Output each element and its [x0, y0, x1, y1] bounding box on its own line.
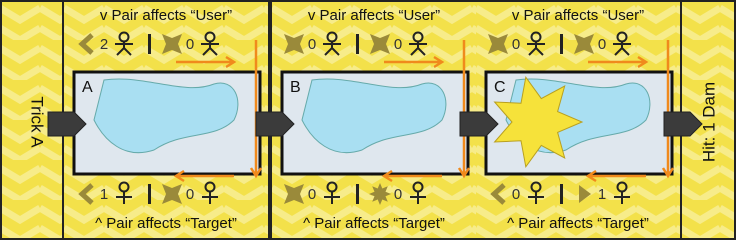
divider — [356, 34, 359, 54]
panel-label: A — [82, 79, 93, 96]
panel-label: B — [290, 79, 301, 96]
bottom-caption: ^ Pair affects “Target” — [507, 215, 649, 232]
divider — [356, 184, 359, 204]
count: 0 — [308, 186, 316, 203]
divider — [148, 34, 151, 54]
trick-label: Trick A — [28, 96, 47, 148]
count: 0 — [512, 36, 520, 53]
count: 0 — [308, 36, 316, 53]
hit-label: Hit: 1 Dam — [699, 82, 718, 162]
top-caption: v Pair affects “User” — [512, 7, 644, 24]
count: 0 — [186, 36, 194, 53]
top-caption: v Pair affects “User” — [308, 7, 440, 24]
page: {"left_label": "Trick A", "right_label":… — [0, 0, 736, 246]
burst-icon — [369, 183, 391, 205]
count: 0 — [394, 36, 402, 53]
count: 2 — [100, 36, 108, 53]
panel: v Pair affects “User” ^ Pair affects “Tar… — [272, 2, 476, 238]
top-caption: v Pair affects “User” — [100, 7, 232, 24]
count: 0 — [512, 186, 520, 203]
count: 1 — [598, 186, 606, 203]
divider — [560, 34, 563, 54]
panel: v Pair affects “User” ^ Pair affects “Tar… — [64, 2, 268, 238]
bottom-caption: ^ Pair affects “Target” — [303, 215, 445, 232]
divider — [148, 184, 151, 204]
panel: v Pair affects “User” ^ Pair affects “Tar… — [476, 2, 680, 238]
card: Trick A Hit: 1 Dam v Pair affects “User”… — [0, 0, 736, 246]
divider — [560, 184, 563, 204]
panels: v Pair affects “User” ^ Pair affects “Tar… — [64, 2, 680, 238]
count: 0 — [186, 186, 194, 203]
panel-label: C — [494, 79, 506, 96]
count: 1 — [100, 186, 108, 203]
count: 0 — [598, 36, 606, 53]
bottom-caption: ^ Pair affects “Target” — [95, 215, 237, 232]
count: 0 — [394, 186, 402, 203]
